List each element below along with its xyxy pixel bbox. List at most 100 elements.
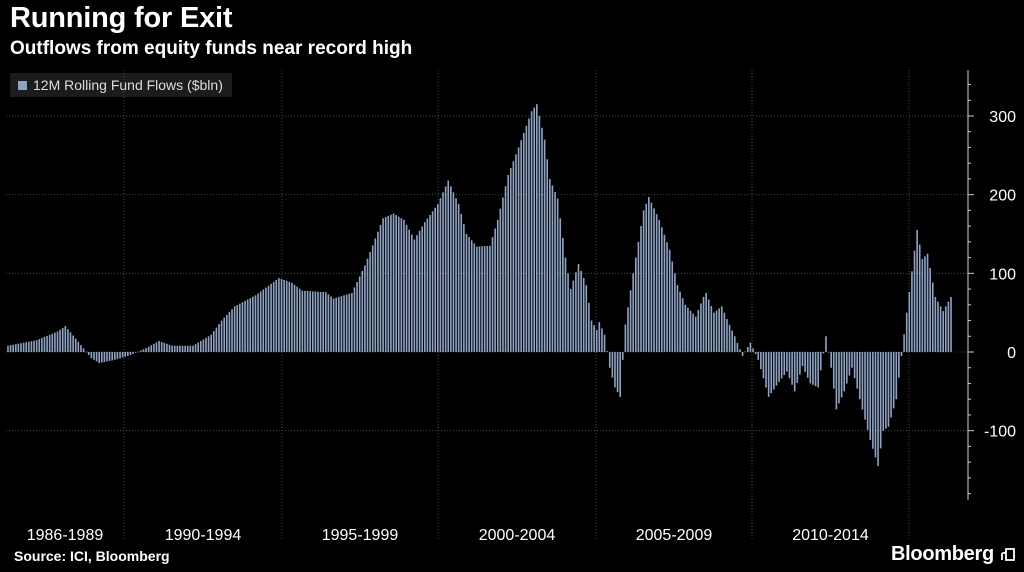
bar [796,352,799,383]
bar [658,219,661,352]
bar [905,312,908,352]
bar [150,345,153,352]
bar [134,352,137,353]
bar [418,230,421,352]
bar [452,192,455,352]
bar [340,296,343,352]
bar [621,352,624,360]
bar [192,345,194,352]
bar [809,352,812,384]
bar [400,218,403,352]
x-period-label: 1990-1994 [165,527,242,544]
legend-swatch [18,80,27,90]
bar [598,322,601,352]
bar [244,300,246,352]
bar [46,335,48,352]
bar [937,301,939,352]
bar [444,186,447,352]
bar [252,296,254,352]
bar [460,214,463,352]
bar [634,257,637,352]
bar [361,270,364,352]
bar [892,352,895,409]
bar [509,168,512,352]
bar [736,342,739,352]
bar [437,204,439,352]
bar [616,352,619,393]
bar [301,290,304,352]
bar [374,238,377,352]
bar [619,352,621,397]
bar [423,222,426,352]
bar [416,235,418,352]
bar [356,281,358,352]
bar [911,271,913,352]
bar [364,265,366,352]
bar [137,351,140,353]
x-axis-labels: 1986-1989 1990-1994 1995-1999 2000-2004 2005… [27,527,869,544]
bar [637,241,640,352]
y-tick-label: -100 [984,424,1016,441]
bar [791,352,793,385]
bar [577,263,580,352]
bar [645,203,648,352]
bar [762,352,765,379]
bar [12,344,15,352]
bar [421,226,423,352]
bar [207,336,210,352]
bar [851,352,853,368]
bar [872,352,874,449]
y-axis: -100 0 100 200 300 [967,70,1016,500]
bar [371,245,374,352]
bar [166,343,168,352]
bar [103,352,106,362]
bar [291,282,293,352]
bar [606,351,608,352]
source-note: Source: ICI, Bloomberg [14,548,170,564]
bar [111,352,114,361]
bar [319,291,322,352]
bar [536,104,538,352]
bar [533,107,536,352]
bar [921,259,924,352]
bar [681,298,684,352]
bar [845,352,848,384]
bar [582,278,585,352]
bar [285,280,288,352]
bar [465,234,468,352]
bar [179,345,181,352]
bar [257,293,259,352]
bar [82,348,85,352]
bar [773,352,775,390]
bar [72,335,74,352]
bar [653,208,655,352]
bar [567,273,569,352]
bar [77,341,80,352]
bar [377,231,379,352]
bar [98,352,100,364]
bar [856,352,859,389]
bar [825,336,827,352]
bar [317,291,319,352]
bar [69,332,72,352]
bar [528,118,530,352]
bar [408,229,410,352]
bar [697,310,700,352]
bar [121,352,124,358]
bar [655,214,658,352]
bar [814,352,817,387]
bar [25,342,28,352]
bar [614,352,616,388]
bar [231,309,233,352]
bar [562,237,564,352]
bar [450,186,452,352]
bar [812,352,814,385]
bar [390,214,392,352]
bar [17,343,20,352]
bar [608,352,611,368]
bar [689,310,692,352]
bar [447,180,450,352]
bar [431,211,434,352]
x-period-label: 1986-1989 [27,527,104,544]
bar [624,324,627,352]
